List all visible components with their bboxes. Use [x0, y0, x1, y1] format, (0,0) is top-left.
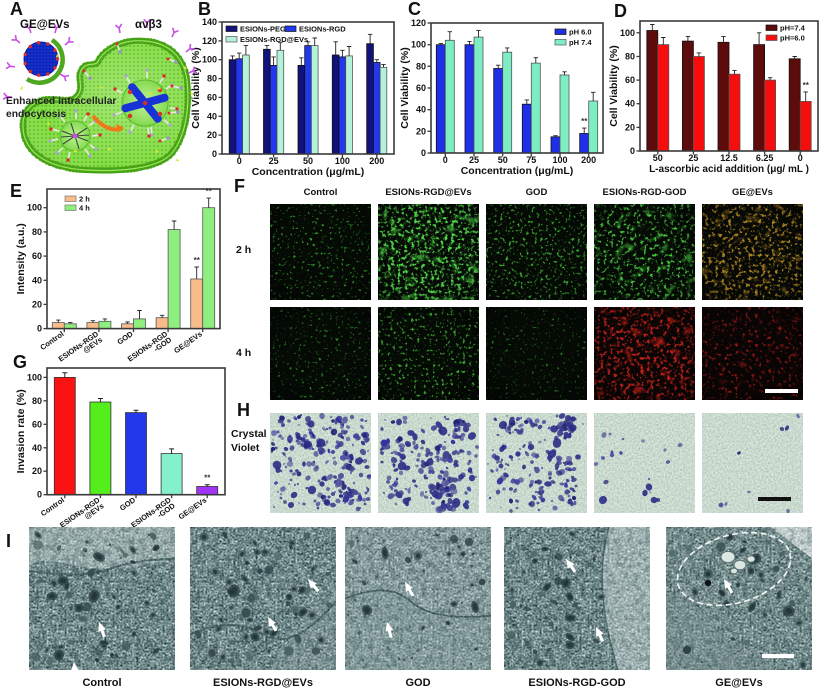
svg-text:**: **	[206, 187, 213, 196]
svg-text:ESIONs-RGD: ESIONs-RGD	[299, 24, 346, 33]
svg-text:0: 0	[443, 155, 448, 165]
svg-text:GOD: GOD	[118, 495, 138, 513]
svg-text:4 h: 4 h	[79, 203, 90, 212]
svg-text:60: 60	[32, 251, 42, 261]
svg-text:100: 100	[27, 372, 42, 382]
svg-text:**: **	[194, 256, 201, 265]
svg-text:60: 60	[416, 83, 426, 93]
svg-text:20: 20	[416, 126, 426, 136]
svg-text:2 h: 2 h	[79, 194, 90, 203]
svg-text:100: 100	[552, 155, 567, 165]
svg-text:140: 140	[202, 17, 217, 27]
svg-text:L-ascorbic acid addition (μg/: L-ascorbic acid addition (μg/ mL )	[649, 164, 809, 175]
svg-text:**: **	[204, 474, 211, 483]
svg-text:GE@EVs: GE@EVs	[172, 329, 204, 355]
svg-text:80: 80	[416, 61, 426, 71]
svg-text:GE@EVs: GE@EVs	[20, 19, 70, 31]
svg-text:GE@EVs: GE@EVs	[177, 495, 209, 521]
svg-text:ESIONs-RGD@EVs: ESIONs-RGD@EVs	[240, 35, 308, 44]
svg-text:Cell Viability (%): Cell Viability (%)	[399, 47, 411, 129]
svg-text:40: 40	[207, 111, 217, 121]
svg-text:GOD: GOD	[115, 329, 135, 347]
svg-text:25: 25	[269, 156, 279, 166]
svg-text:pH=7.4: pH=7.4	[780, 23, 806, 32]
svg-text:Invasion rate (%): Invasion rate (%)	[15, 389, 27, 473]
svg-text:80: 80	[32, 227, 42, 237]
svg-text:0: 0	[421, 148, 426, 158]
svg-text:120: 120	[411, 18, 426, 28]
svg-text:100: 100	[335, 156, 350, 166]
svg-text:25: 25	[469, 155, 479, 165]
svg-text:0: 0	[37, 324, 42, 334]
svg-text:20: 20	[625, 122, 635, 132]
svg-text:**: **	[803, 81, 810, 90]
svg-text:100: 100	[620, 28, 635, 38]
svg-text:ανβ3: ανβ3	[135, 19, 162, 31]
svg-text:ESIONs-PEG: ESIONs-PEG	[240, 24, 286, 33]
svg-text:Intensity (a.u.): Intensity (a.u.)	[15, 223, 27, 294]
svg-text:100: 100	[27, 203, 42, 213]
svg-text:20: 20	[207, 130, 217, 140]
svg-text:12.5: 12.5	[720, 153, 738, 163]
svg-text:100: 100	[411, 40, 426, 50]
svg-text:Concentration (μg/mL): Concentration (μg/mL)	[461, 165, 574, 177]
svg-text:20: 20	[32, 299, 42, 309]
svg-text:50: 50	[498, 155, 508, 165]
svg-text:120: 120	[202, 36, 217, 46]
svg-text:**: **	[581, 117, 588, 126]
svg-text:60: 60	[625, 75, 635, 85]
svg-text:60: 60	[207, 92, 217, 102]
svg-text:0: 0	[37, 490, 42, 500]
svg-text:40: 40	[32, 443, 42, 453]
svg-text:200: 200	[369, 156, 384, 166]
svg-text:200: 200	[581, 155, 596, 165]
svg-text:50: 50	[653, 153, 663, 163]
svg-text:Concentration (μg/mL): Concentration (μg/mL)	[252, 166, 365, 178]
svg-text:Enhanced intracellular: Enhanced intracellular	[6, 96, 116, 107]
svg-text:0: 0	[798, 153, 803, 163]
svg-text:0: 0	[630, 146, 635, 156]
svg-text:6.25: 6.25	[756, 153, 774, 163]
svg-text:80: 80	[625, 52, 635, 62]
svg-text:80: 80	[207, 74, 217, 84]
svg-text:pH 6.0: pH 6.0	[569, 27, 592, 36]
svg-text:0: 0	[237, 156, 242, 166]
svg-text:80: 80	[32, 396, 42, 406]
svg-text:Cell Viability (%): Cell Viability (%)	[608, 45, 620, 127]
svg-text:endocytosis: endocytosis	[6, 109, 66, 120]
svg-text:100: 100	[202, 55, 217, 65]
svg-text:0: 0	[212, 149, 217, 159]
svg-text:60: 60	[32, 419, 42, 429]
svg-text:Control: Control	[38, 329, 65, 352]
svg-text:Cell Viability (%): Cell Viability (%)	[190, 47, 202, 129]
svg-text:75: 75	[526, 155, 536, 165]
svg-text:40: 40	[416, 105, 426, 115]
svg-text:Control: Control	[39, 495, 66, 518]
svg-text:40: 40	[32, 275, 42, 285]
svg-text:pH 7.4: pH 7.4	[569, 38, 592, 47]
svg-text:20: 20	[32, 466, 42, 476]
svg-text:40: 40	[625, 99, 635, 109]
svg-text:50: 50	[303, 156, 313, 166]
svg-text:pH=6.0: pH=6.0	[780, 33, 805, 42]
svg-text:25: 25	[688, 153, 698, 163]
